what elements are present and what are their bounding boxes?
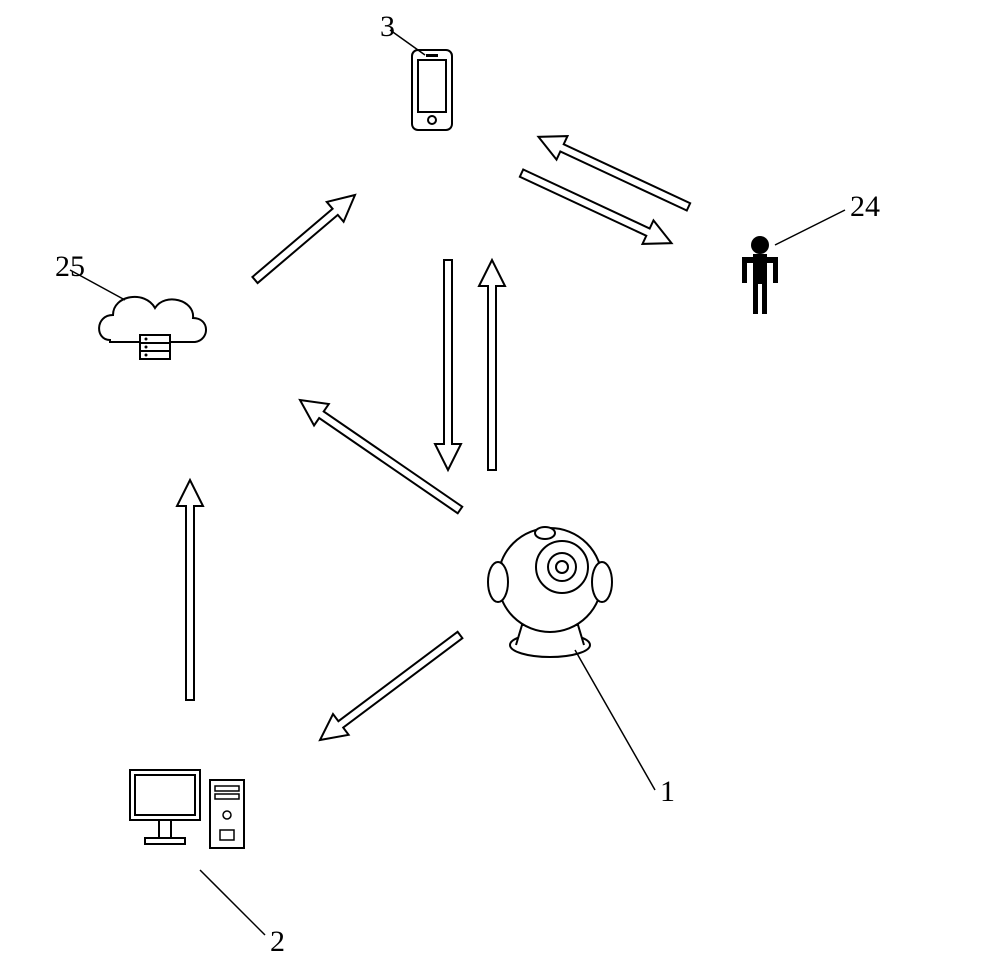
person-icon — [742, 236, 778, 314]
arrow — [312, 625, 468, 751]
diagram-svg — [0, 0, 1000, 975]
leader-line — [575, 650, 655, 790]
arrow — [533, 125, 694, 219]
arrow — [516, 161, 677, 255]
pc-icon — [130, 770, 244, 848]
leader-line — [390, 30, 425, 55]
arrow — [177, 480, 203, 700]
arrow — [435, 260, 461, 470]
label-person: 24 — [850, 190, 880, 224]
label-pc: 2 — [270, 925, 285, 959]
camera-icon — [488, 527, 612, 657]
arrow — [247, 185, 364, 290]
phone-icon — [412, 50, 452, 130]
leader-line — [200, 870, 265, 935]
diagram-stage: 1232425 — [0, 0, 1000, 975]
cloud-server-icon — [99, 297, 206, 359]
arrow — [479, 260, 505, 470]
leader-line — [775, 210, 845, 245]
label-cloud: 25 — [55, 250, 85, 284]
label-phone: 3 — [380, 10, 395, 44]
label-camera: 1 — [660, 775, 675, 809]
